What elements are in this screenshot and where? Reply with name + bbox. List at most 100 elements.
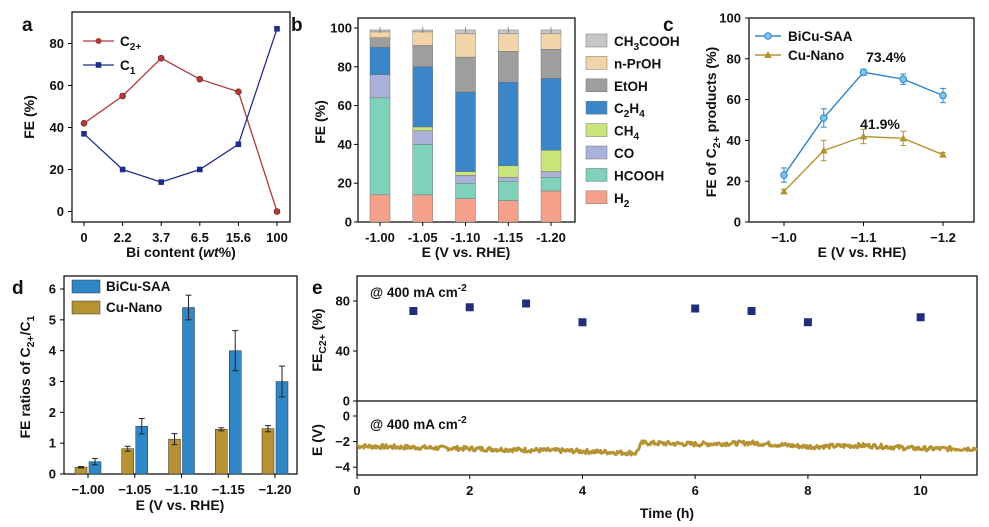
panel-d-bar (182, 307, 195, 475)
panel-c-ytick-label: 80 (727, 51, 741, 66)
panel-c-xtick-label: −1.0 (771, 230, 797, 245)
panel-e-top-ylabel: FEC2+ (%) (309, 308, 329, 371)
panel-e-xtick-label: 2 (466, 483, 473, 498)
panel-b-bar-segment (455, 33, 476, 58)
panel-d-bar (121, 448, 134, 475)
panel-c-point-bicu (780, 171, 788, 179)
panel-e-fe-point (409, 307, 418, 315)
panel-b-xtick-label: -1.20 (536, 230, 566, 245)
panel-label-d: d (12, 278, 24, 299)
panel-d-xtick-label: −1.15 (212, 482, 245, 497)
panel-d-ylabel: FE ratios of C2+/C1 (17, 315, 37, 438)
panel-e-frame (356, 275, 978, 476)
panel-d-xtick-label: −1.20 (259, 482, 292, 497)
panel-a-point-c2 (273, 208, 281, 215)
panel-d-legend-swatch (71, 300, 101, 315)
panel-e-bottom-ytick-label: −2 (335, 434, 350, 449)
panel-e-top-ytick-label: 0 (343, 394, 350, 409)
panel-a-ytick-label: 40 (50, 120, 64, 135)
panel-c-xtick-label: −1.1 (851, 230, 877, 245)
panel-c-series-line (783, 135, 944, 192)
panel-b-bar-segment (540, 171, 562, 178)
panel-b-bar-segment (498, 82, 519, 166)
panel-d-ytick-label: 5 (49, 312, 56, 327)
panel-d-xlabel: E (V vs. RHE) (136, 497, 225, 513)
panel-c-ytick-label: 40 (727, 133, 741, 148)
panel-d-xtick-label: −1.00 (72, 482, 105, 497)
panel-b-bar-segment (412, 194, 433, 223)
panel-e-xlabel: Time (h) (640, 505, 694, 521)
panel-b-legend-label: CH4 (614, 124, 640, 143)
panel-c-ytick-label: 100 (719, 11, 741, 26)
panel-b-xtick-label: -1.15 (493, 230, 523, 245)
panel-label-e: e (312, 278, 323, 299)
panel-c-legend-marker (764, 51, 772, 58)
panel-c-xtick-label: −1.2 (930, 230, 956, 245)
panel-b-legend-label: C2H4 (614, 101, 645, 120)
panel-a-xlabel: Bi content (wt%) (126, 244, 236, 260)
panel-c-point-cunano (899, 134, 908, 142)
panel-c-xlabel: E (V vs. RHE) (818, 244, 907, 260)
panel-b-ytick-label: 20 (338, 176, 352, 191)
panel-a-legend-marker (95, 38, 102, 44)
panel-d-xtick-label: −1.05 (118, 482, 151, 497)
panel-b-legend-swatch (585, 78, 608, 93)
panel-a-legend-label: C1 (120, 58, 136, 77)
panel-b-bar-segment (412, 130, 433, 145)
panel-b-bar-segment (540, 177, 562, 192)
panel-c-ytick-label: 60 (727, 92, 741, 107)
panel-d-ytick-label: 0 (49, 467, 56, 482)
panel-b-bar-segment (498, 51, 519, 83)
panel-b-bar-segment (540, 78, 562, 151)
panel-b-ytick-label: 60 (338, 98, 352, 113)
panel-b-bar-segment (412, 66, 433, 128)
panel-b-legend-swatch (585, 100, 608, 115)
panel-c-legend-marker (764, 32, 772, 40)
panel-b-ytick-label: 80 (338, 59, 352, 74)
panel-e-potential-trace (356, 439, 979, 457)
panel-d-ytick-label: 6 (49, 282, 56, 297)
panel-a-ylabel: FE (%) (21, 95, 37, 139)
panel-a-xtick-label: 15.6 (226, 230, 251, 245)
panel-b-ylabel: FE (%) (312, 100, 328, 144)
panel-e-fe-point (691, 304, 700, 313)
panel-b-bar-segment (369, 194, 391, 223)
panel-b-bar-segment (369, 47, 391, 75)
panel-b-bar-segment (455, 175, 476, 184)
panel-b-bar-segment (369, 37, 391, 48)
panel-c-point-cunano (819, 146, 828, 154)
panel-c-point-bicu (899, 75, 908, 83)
panel-a-point-c1 (119, 166, 126, 173)
panel-e-xtick-label: 4 (579, 483, 587, 498)
panel-e-bottom-ytick-label: −4 (335, 460, 351, 475)
panel-e-fe-point (916, 313, 925, 322)
panel-a-ytick-label: 20 (50, 162, 64, 177)
panel-b-bar-segment (498, 33, 519, 52)
panel-b-bar-segment (498, 181, 519, 201)
panel-a-frame (71, 11, 291, 223)
panel-c-point-bicu (859, 68, 868, 77)
panel-b-bar-segment (498, 165, 519, 178)
panel-e-fe-point (465, 303, 474, 312)
panel-a-point-c2 (80, 120, 88, 127)
panel-b-bar-segment (540, 190, 562, 223)
panel-b-bar-segment (455, 182, 476, 199)
panel-e-xtick-label: 0 (353, 483, 360, 498)
panel-c-legend-label: BiCu-SAA (788, 29, 853, 44)
panel-e-bottom-ytick-label: 0 (343, 409, 350, 424)
panel-c-point-cunano (859, 132, 868, 140)
panel-d-ytick-label: 4 (49, 343, 57, 358)
panel-b-bar-segment (369, 97, 391, 196)
panel-e-top-condition-label: @ 400 mA cm-2 (370, 283, 467, 300)
panel-a-point-c2 (119, 92, 126, 100)
panel-a-ytick-label: 60 (50, 78, 64, 93)
panel-b-legend-label: HCOOH (614, 168, 664, 183)
panel-b-legend-swatch (585, 56, 608, 70)
panel-c-ylabel: FE of C2+ products (%) (703, 47, 723, 197)
panel-b-legend-swatch (585, 168, 608, 182)
panel-e-xtick-label: 8 (804, 483, 811, 498)
panel-b-bar-segment (412, 126, 433, 132)
panel-d-ytick-label: 2 (49, 405, 56, 420)
panel-e-fe-point (747, 307, 756, 315)
